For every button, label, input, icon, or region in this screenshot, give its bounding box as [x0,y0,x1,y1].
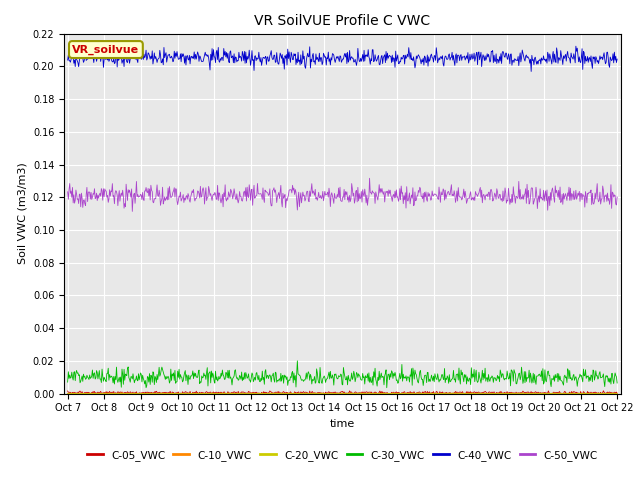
Title: VR SoilVUE Profile C VWC: VR SoilVUE Profile C VWC [254,14,431,28]
Y-axis label: Soil VWC (m3/m3): Soil VWC (m3/m3) [17,163,27,264]
Text: VR_soilvue: VR_soilvue [72,44,140,55]
Legend: C-05_VWC, C-10_VWC, C-20_VWC, C-30_VWC, C-40_VWC, C-50_VWC: C-05_VWC, C-10_VWC, C-20_VWC, C-30_VWC, … [83,445,602,465]
X-axis label: time: time [330,419,355,429]
